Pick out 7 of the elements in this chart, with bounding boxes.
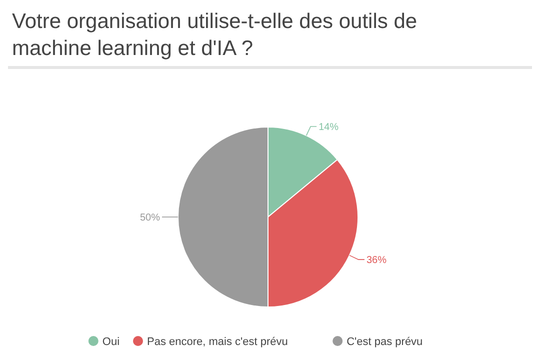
data-label: 36% bbox=[366, 255, 387, 266]
legend-label: C'est pas prévu bbox=[346, 336, 423, 348]
chart-title: Votre organisation utilise-t-elle des outils de machine learning et d'IA ? bbox=[12, 10, 418, 60]
legend-label: Oui bbox=[102, 336, 120, 348]
legend-label: Pas encore, mais c'est prévu bbox=[147, 336, 288, 348]
data-label: 50% bbox=[140, 212, 160, 224]
data-label: 14% bbox=[318, 122, 339, 134]
